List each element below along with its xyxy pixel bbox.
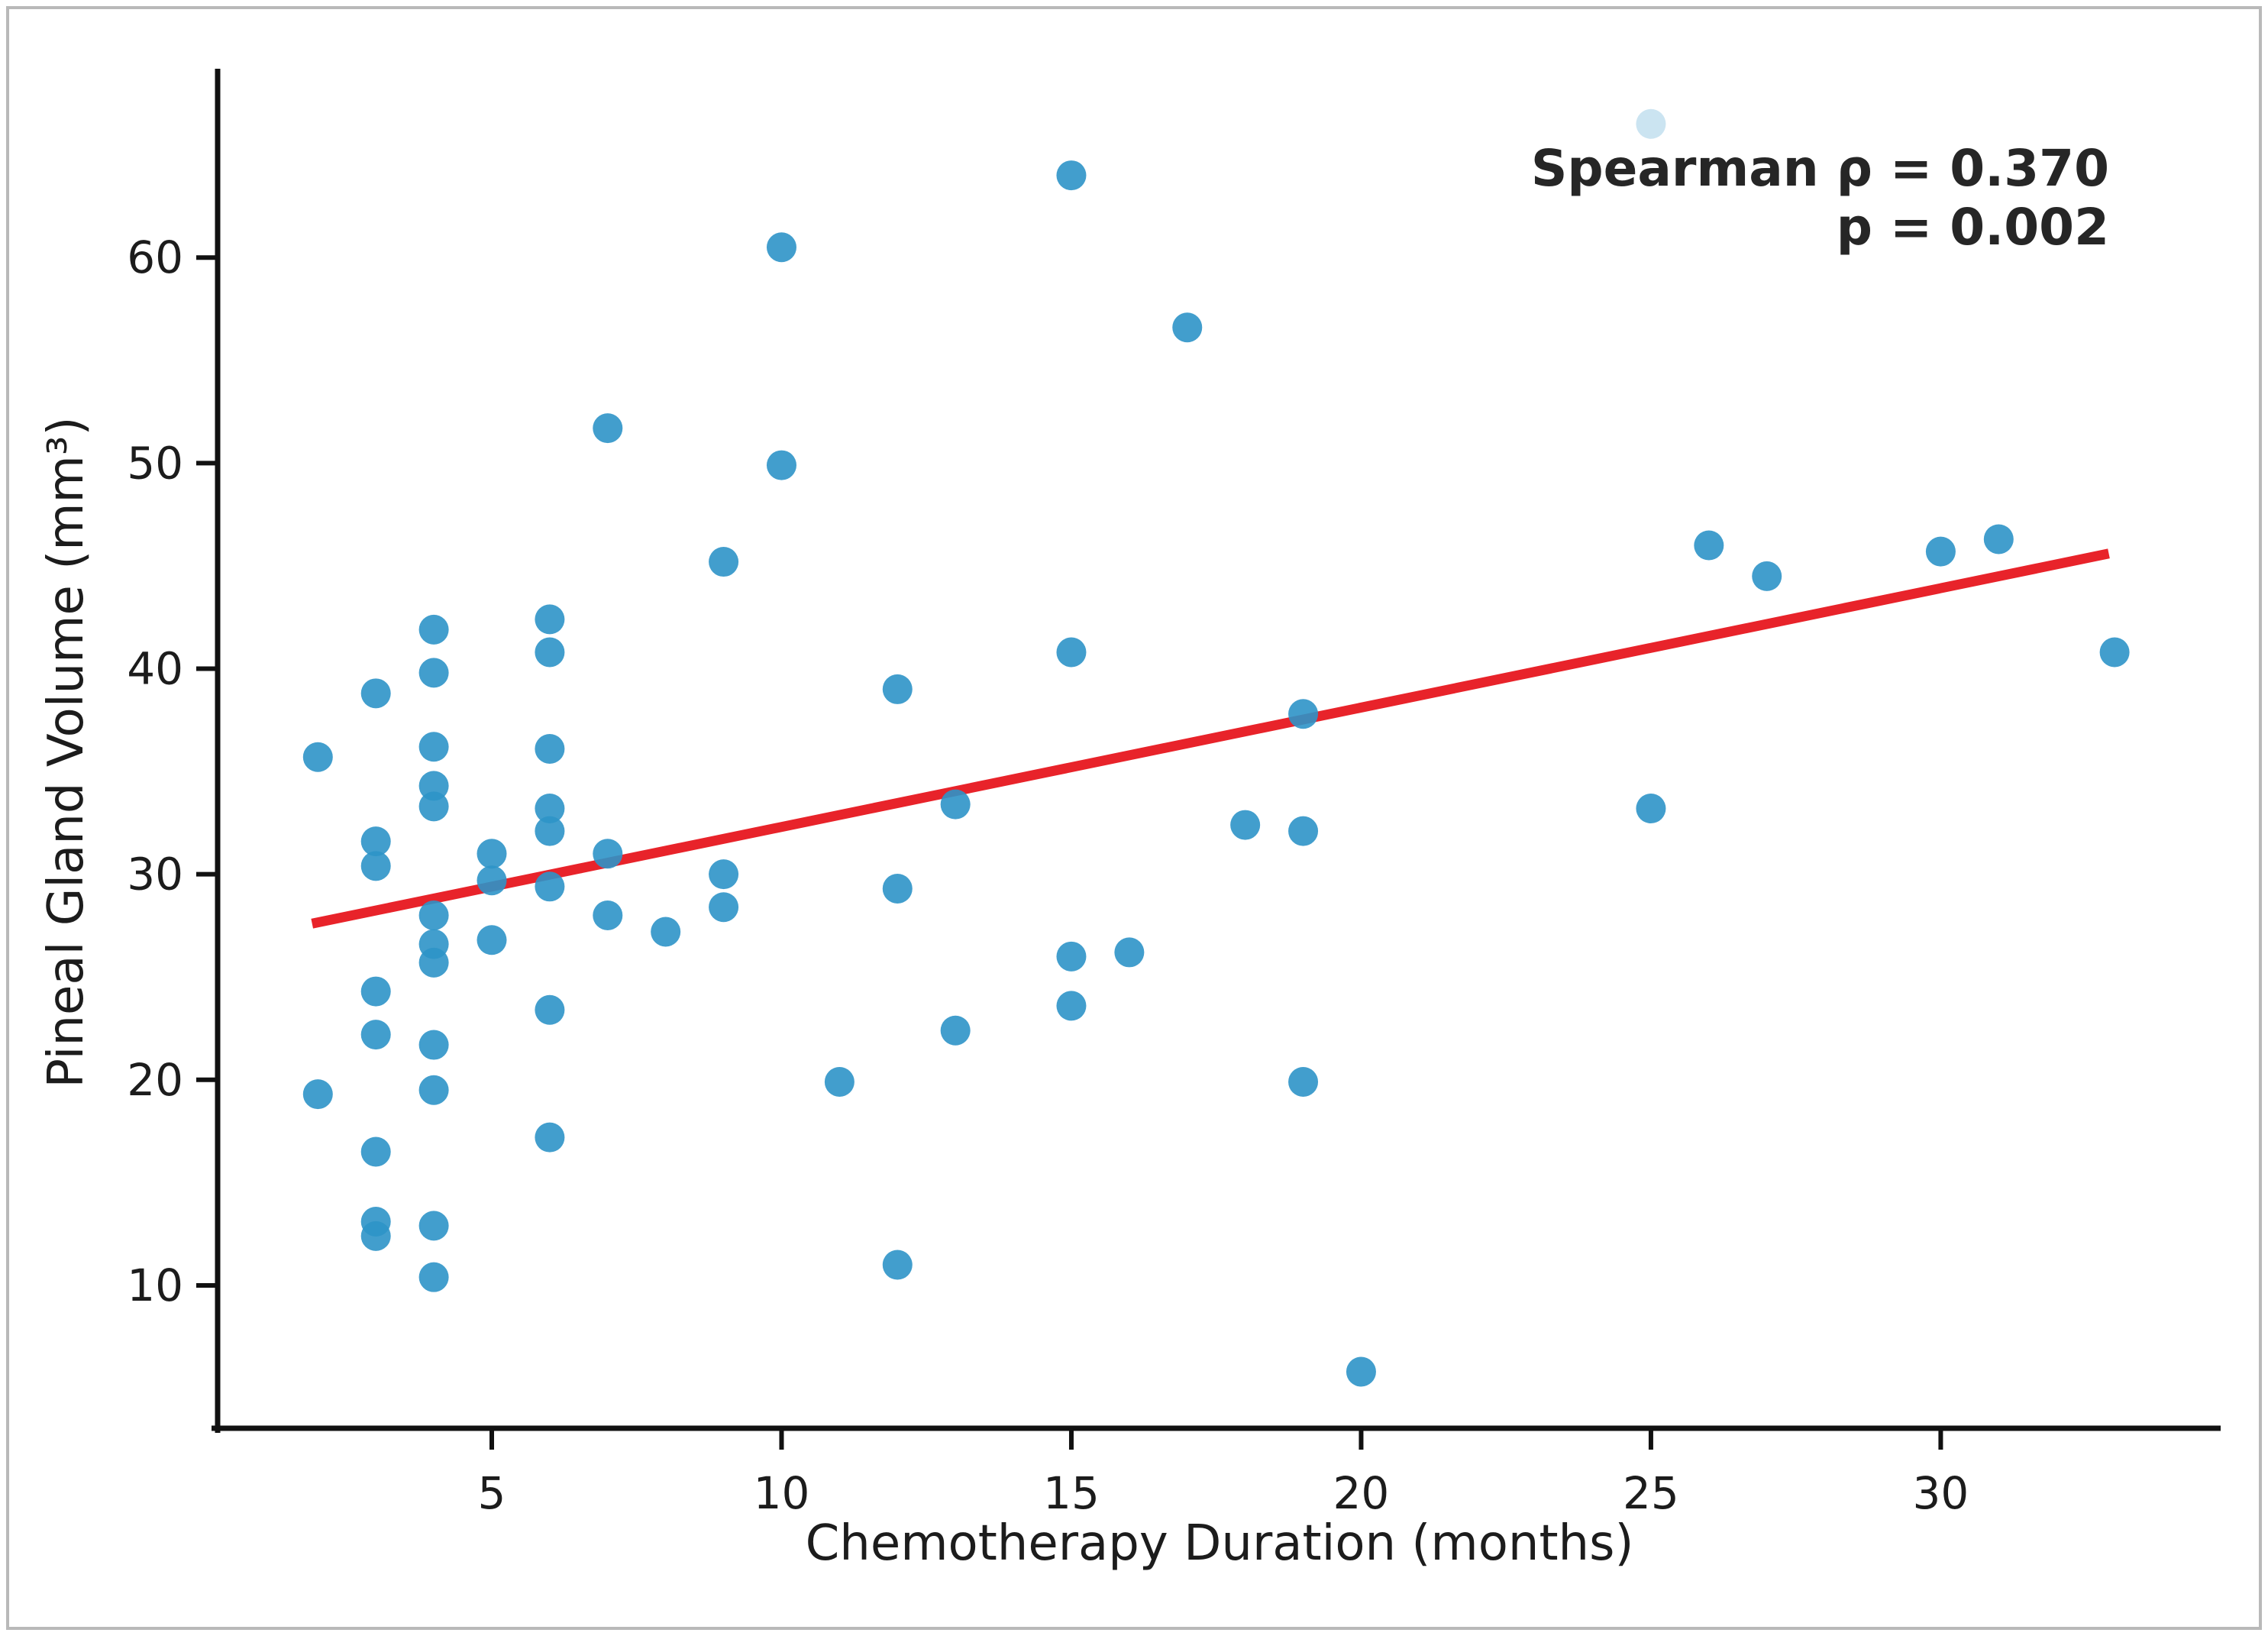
scatter-point <box>1288 699 1319 729</box>
scatter-point <box>418 1211 449 1241</box>
scatter-point <box>477 865 507 896</box>
scatter-point <box>360 678 391 709</box>
x-tick-label: 30 <box>1913 1467 1969 1519</box>
regression-line <box>311 548 2110 929</box>
scatter-point <box>1288 816 1319 846</box>
scatter-point <box>535 733 565 764</box>
scatter-point <box>535 994 565 1025</box>
scatter-point <box>418 1030 449 1060</box>
scatter-point <box>766 450 796 480</box>
y-tick-label: 30 <box>127 849 183 900</box>
scatter-point <box>360 1020 391 1050</box>
annotation-spearman-rho: Spearman ρ = 0.370 <box>1531 139 2109 198</box>
scatter-point <box>1056 991 1087 1021</box>
scatter-point <box>535 637 565 668</box>
scatter-point <box>709 547 739 577</box>
scatter-point <box>535 604 565 635</box>
scatter-point <box>418 771 449 801</box>
scatter-point <box>709 892 739 923</box>
scatter-point <box>882 873 913 904</box>
x-tick-label: 10 <box>754 1467 810 1519</box>
scatter-point <box>940 1015 971 1046</box>
scatter-point <box>1114 937 1145 968</box>
ticks-layer: 5 10 15 20 25 30 10 20 30 40 50 60 <box>127 231 1969 1519</box>
y-tick-label: 10 <box>127 1259 183 1311</box>
scatter-point <box>360 976 391 1007</box>
scatter-point <box>1346 1356 1376 1387</box>
scatter-point <box>1752 561 1782 591</box>
scatter-point <box>1636 794 1666 824</box>
x-axis-label: Chemotherapy Duration (months) <box>806 1515 1634 1572</box>
scatter-point <box>1983 524 2014 554</box>
scatter-point <box>766 232 796 263</box>
scatter-point <box>2099 637 2130 668</box>
scatter-point <box>302 742 333 772</box>
y-tick-label: 40 <box>127 643 183 695</box>
y-axis-label: Pineal Gland Volume (mm³) <box>38 416 95 1088</box>
scatter-point <box>940 789 971 820</box>
scatter-point <box>360 1136 391 1167</box>
scatter-point <box>535 1122 565 1153</box>
scatter-point <box>1230 810 1261 840</box>
scatter-point <box>1056 637 1087 668</box>
scatter-point <box>418 658 449 688</box>
scatter-point <box>1056 160 1087 191</box>
axes-layer <box>212 69 2221 1433</box>
scatter-point <box>360 1221 391 1251</box>
scatter-point-faded <box>1636 108 1666 139</box>
scatter-point <box>418 900 449 930</box>
scatter-point <box>882 1250 913 1280</box>
scatter-point <box>477 839 507 869</box>
scatter-point <box>709 859 739 890</box>
scatter-point <box>418 947 449 978</box>
x-tick-label: 20 <box>1333 1467 1390 1519</box>
scatter-point <box>1288 1066 1319 1097</box>
y-tick-label: 60 <box>127 231 183 283</box>
x-tick-label: 5 <box>478 1467 506 1519</box>
scatter-point <box>882 674 913 704</box>
scatter-point <box>593 900 623 930</box>
x-tick-label: 15 <box>1043 1467 1100 1519</box>
scatter-point <box>651 917 681 947</box>
scatter-point <box>1172 312 1203 343</box>
scatter-point <box>418 614 449 645</box>
y-tick-label: 50 <box>127 437 183 489</box>
scatter-point <box>418 732 449 762</box>
x-tick-label: 25 <box>1623 1467 1679 1519</box>
scatter-point <box>360 826 391 857</box>
scatter-point <box>593 413 623 444</box>
trend-line-layer <box>311 548 2110 929</box>
scatter-point <box>1925 536 1956 567</box>
y-tick-label: 20 <box>127 1054 183 1106</box>
scatter-points-layer <box>302 108 2130 1387</box>
scatter-point <box>824 1066 855 1097</box>
scatter-point <box>1694 530 1724 561</box>
scatter-point <box>593 839 623 869</box>
scatter-point <box>535 794 565 824</box>
annotation-p-value: p = 0.002 <box>1837 198 2109 257</box>
scatter-point <box>302 1079 333 1110</box>
scatter-point <box>1056 941 1087 972</box>
scatter-point <box>477 925 507 955</box>
scatter-point <box>418 1262 449 1292</box>
scatter-point <box>360 851 391 881</box>
scatter-point <box>535 871 565 902</box>
scatter-point <box>418 791 449 822</box>
scatter-point <box>535 816 565 846</box>
scatter-point <box>418 1075 449 1105</box>
